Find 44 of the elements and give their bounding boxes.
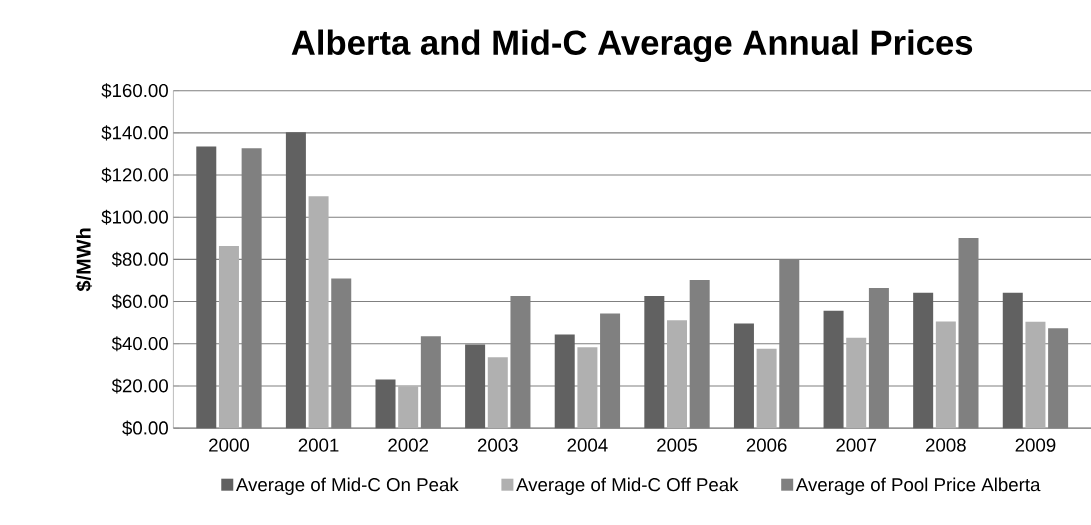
bar — [1002, 292, 1023, 428]
x-tick-label: 2004 — [567, 438, 608, 452]
x-tick-label: 2006 — [746, 438, 787, 452]
legend-label: Average of Mid-C On Peak — [235, 477, 459, 495]
bar — [846, 337, 867, 428]
bar — [577, 346, 598, 428]
bar — [1025, 321, 1046, 428]
y-tick-label: $0.00 — [122, 420, 168, 436]
bar — [465, 344, 486, 428]
x-tick-label: 2002 — [388, 438, 429, 452]
y-tick-label: $100.00 — [101, 209, 168, 225]
bar — [667, 319, 688, 428]
y-tick-label: $20.00 — [111, 378, 168, 394]
y-tick-label: $80.00 — [111, 251, 168, 267]
bar — [285, 132, 306, 428]
x-tick-label: 2008 — [926, 438, 966, 452]
y-axis-title: $/MWh — [75, 228, 93, 292]
x-tick-label: 2003 — [477, 438, 518, 452]
y-tick-label: $160.00 — [101, 82, 168, 99]
bar — [308, 196, 329, 428]
x-tick-label: 2005 — [657, 438, 697, 452]
bar — [733, 323, 754, 428]
y-tick-label: $120.00 — [101, 167, 168, 183]
legend-label: Average of Pool Price Alberta — [795, 477, 1041, 495]
bar — [935, 321, 956, 428]
y-tick-label: $140.00 — [101, 125, 168, 141]
x-tick-label: 2000 — [209, 438, 249, 452]
bar — [554, 334, 575, 428]
bar — [823, 310, 844, 428]
chart-title: Alberta and Mid-C Average Annual Prices — [291, 29, 973, 62]
bar — [913, 292, 934, 428]
bar — [218, 245, 239, 428]
bar — [487, 357, 508, 428]
y-tick-label: $40.00 — [111, 335, 168, 352]
x-tick-label: 2009 — [1015, 438, 1056, 452]
y-tick-label: $60.00 — [111, 293, 168, 309]
bar — [196, 146, 217, 428]
bar — [375, 379, 396, 428]
bar — [756, 348, 777, 428]
x-tick-label: 2007 — [836, 438, 877, 452]
bar — [644, 295, 665, 428]
legend-label: Average of Mid-C Off Peak — [516, 477, 739, 495]
x-tick-label: 2001 — [298, 438, 339, 452]
bar — [398, 386, 419, 428]
